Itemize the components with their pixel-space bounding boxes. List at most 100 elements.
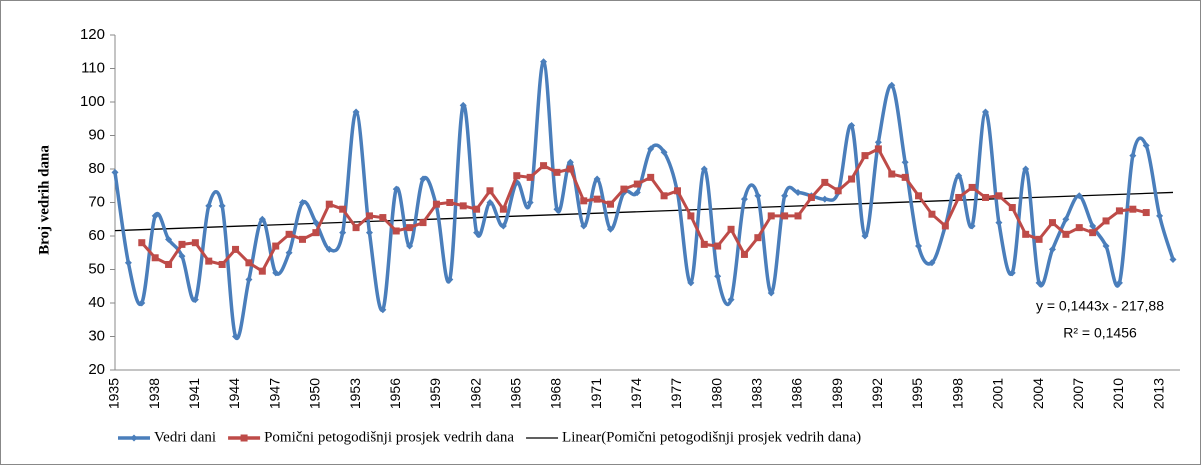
marker: [392, 227, 400, 235]
marker: [352, 108, 360, 116]
marker: [526, 173, 534, 181]
marker: [419, 219, 427, 227]
marker: [352, 224, 360, 232]
marker: [339, 229, 347, 237]
y-tick-label: 50: [88, 260, 105, 277]
x-tick-label: 1986: [789, 378, 805, 409]
marker: [191, 296, 199, 304]
y-tick-label: 60: [88, 227, 105, 244]
x-tick-label: 1947: [266, 378, 282, 409]
marker: [901, 173, 909, 181]
marker: [781, 192, 789, 200]
marker: [1102, 217, 1110, 225]
marker: [620, 185, 628, 193]
x-tick-label: 2007: [1070, 378, 1086, 409]
marker: [941, 222, 949, 230]
marker: [982, 108, 990, 116]
marker: [459, 101, 467, 109]
marker: [272, 242, 280, 250]
marker: [513, 172, 521, 180]
marker: [111, 168, 119, 176]
marker: [540, 162, 548, 170]
marker: [1169, 255, 1177, 263]
marker: [633, 188, 641, 196]
marker: [191, 239, 199, 247]
marker: [205, 257, 213, 265]
marker: [901, 158, 909, 166]
marker: [1048, 219, 1056, 227]
x-tick-label: 1953: [347, 378, 363, 409]
marker: [781, 212, 789, 220]
marker: [232, 333, 240, 340]
marker: [392, 185, 400, 193]
marker: [1115, 279, 1123, 287]
marker: [848, 121, 856, 129]
marker: [312, 219, 320, 227]
marker: [165, 260, 173, 268]
marker: [740, 195, 748, 203]
x-tick-label: 1995: [909, 378, 925, 409]
marker: [432, 200, 440, 208]
marker: [1035, 279, 1043, 287]
annotation: R² = 0,1456: [1063, 325, 1137, 341]
marker: [700, 240, 708, 248]
marker: [1102, 242, 1110, 250]
marker: [995, 219, 1003, 227]
marker: [1062, 215, 1070, 223]
marker: [339, 205, 347, 213]
marker: [955, 193, 963, 201]
legend-marker: [130, 434, 138, 442]
y-tick-label: 120: [80, 26, 105, 43]
marker: [687, 212, 695, 220]
x-tick-label: 1935: [106, 378, 122, 409]
marker: [740, 250, 748, 258]
marker: [325, 200, 333, 208]
marker: [232, 245, 240, 253]
marker: [593, 195, 601, 203]
marker: [580, 222, 588, 230]
marker: [821, 195, 829, 203]
x-tick-label: 1941: [186, 378, 202, 409]
marker: [915, 242, 923, 250]
marker: [178, 252, 186, 260]
y-tick-label: 70: [88, 193, 105, 210]
marker: [245, 276, 253, 284]
marker: [1089, 229, 1097, 237]
marker: [580, 197, 588, 205]
y-tick-label: 110: [81, 59, 105, 76]
marker: [1008, 269, 1016, 277]
marker: [647, 173, 655, 181]
marker: [593, 175, 601, 183]
marker: [660, 192, 668, 200]
marker: [848, 175, 856, 183]
x-tick-label: 2004: [1030, 378, 1046, 409]
marker: [473, 205, 481, 213]
marker: [794, 188, 802, 196]
marker: [888, 81, 896, 89]
marker: [406, 224, 414, 232]
x-tick-label: 1965: [507, 378, 523, 409]
annotation: y = 0,1443x - 217,88: [1036, 298, 1164, 314]
x-tick-label: 1977: [668, 378, 684, 409]
marker: [861, 232, 869, 240]
marker: [968, 183, 976, 191]
marker: [1129, 205, 1137, 213]
marker: [446, 199, 454, 206]
marker: [834, 187, 842, 195]
y-tick-label: 20: [88, 361, 105, 378]
marker: [312, 229, 320, 237]
marker: [1156, 212, 1164, 220]
marker: [767, 212, 775, 220]
marker: [607, 200, 615, 208]
marker: [700, 165, 708, 173]
marker: [673, 187, 681, 195]
marker: [754, 234, 762, 242]
marker: [1142, 142, 1150, 150]
marker: [861, 152, 869, 160]
marker: [888, 170, 896, 178]
marker: [218, 260, 226, 268]
marker: [379, 214, 387, 222]
x-tick-label: 1980: [708, 378, 724, 409]
marker: [794, 212, 802, 220]
